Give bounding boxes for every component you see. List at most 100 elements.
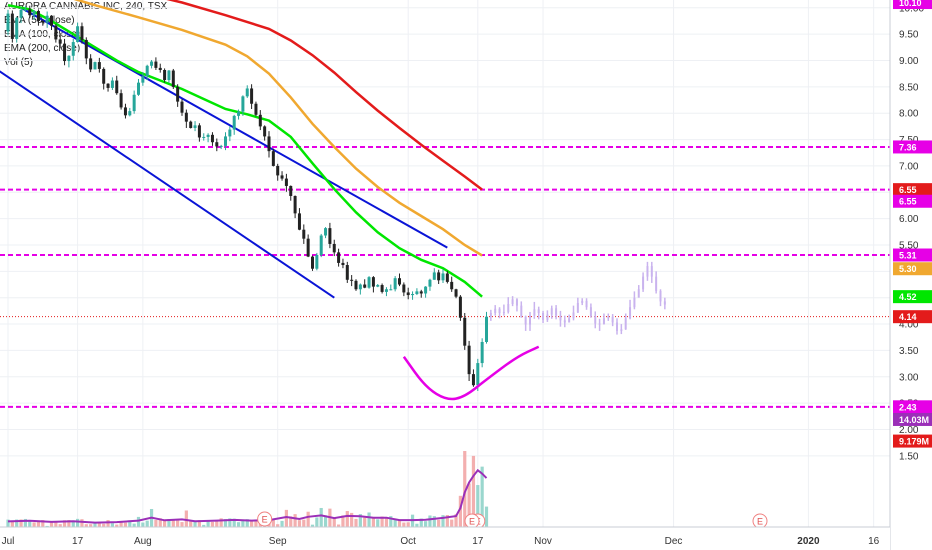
candle	[67, 55, 71, 68]
candle-body	[93, 62, 97, 70]
candle-body	[363, 284, 367, 288]
price-tag-bg	[893, 434, 932, 448]
volume-bar	[271, 519, 275, 527]
volume-bar	[102, 523, 106, 527]
volume-bar	[250, 521, 254, 527]
candle	[450, 276, 454, 292]
candle-body	[280, 175, 284, 179]
candle-body	[206, 134, 210, 137]
time-tick-label: 16	[868, 536, 880, 547]
candle-body	[389, 289, 393, 291]
projection-candle	[663, 297, 666, 310]
volume-bar	[302, 519, 306, 527]
volume-bar	[141, 522, 145, 527]
candle-body	[158, 67, 162, 70]
projection-body	[620, 329, 623, 331]
candle	[280, 171, 284, 181]
volume-bar	[232, 518, 236, 527]
candle	[93, 61, 97, 70]
projection-body	[655, 276, 658, 291]
projection-body	[524, 316, 527, 325]
price-tag-bg	[893, 0, 932, 10]
candle	[354, 279, 358, 291]
candle-body	[284, 178, 288, 186]
candle	[245, 85, 249, 98]
earnings-marker[interactable]: E	[464, 513, 480, 529]
candle-body	[463, 317, 467, 346]
earnings-marker[interactable]: E	[752, 513, 768, 529]
volume-bar	[337, 524, 341, 527]
earnings-marker[interactable]: E	[257, 511, 273, 527]
volume-bar	[458, 495, 462, 527]
candle-body	[50, 15, 53, 26]
candle-body	[319, 235, 323, 256]
candle	[289, 185, 293, 201]
earnings-circle	[257, 511, 273, 527]
projection-body	[607, 316, 610, 319]
volume-bar	[332, 517, 336, 527]
candle	[167, 69, 171, 83]
volume-bar	[484, 506, 489, 527]
volume-bar	[371, 516, 375, 527]
volume-bar	[6, 519, 10, 527]
projection-body	[529, 315, 531, 325]
candle	[45, 11, 49, 28]
candle	[189, 120, 193, 129]
candle	[458, 295, 462, 321]
volume-bar	[93, 522, 97, 527]
candle	[36, 9, 40, 26]
price-tick-label: 6.00	[899, 214, 919, 225]
candle-body	[393, 278, 397, 290]
candle-body	[371, 277, 375, 287]
candle	[363, 279, 367, 289]
candle	[485, 311, 488, 344]
candle-body	[337, 252, 341, 263]
candle	[428, 278, 432, 291]
candle-body	[193, 125, 197, 128]
candle	[337, 248, 341, 267]
legend-symbol: AURORA CANNABIS INC, 240, TSX	[4, 1, 168, 12]
projection-body	[511, 299, 514, 305]
candle	[110, 77, 114, 91]
candle	[32, 9, 36, 20]
candle	[319, 233, 323, 258]
candle	[137, 78, 140, 96]
price-tag-label: 10.10	[899, 0, 922, 8]
candle-body	[398, 278, 401, 285]
volume-bar	[354, 518, 358, 527]
candle-body	[428, 279, 432, 287]
candle-body	[263, 126, 267, 137]
volume-bar	[367, 512, 371, 527]
volume-bar	[363, 517, 367, 527]
candle	[306, 234, 310, 258]
candle-body	[36, 10, 40, 21]
candle-body	[154, 61, 158, 68]
volume-bar	[380, 516, 384, 527]
candle	[10, 10, 14, 43]
candle-body	[71, 42, 75, 56]
candle	[454, 288, 458, 299]
candle-body	[367, 277, 371, 288]
candle-body	[63, 43, 67, 62]
candle-body	[485, 316, 488, 342]
candle	[419, 289, 423, 298]
projection-body	[494, 308, 497, 313]
projection-body	[585, 300, 588, 308]
candle-body	[471, 374, 475, 386]
projection-candle	[585, 298, 588, 310]
candle-body	[245, 88, 249, 97]
volume-bar	[132, 523, 136, 527]
volume-bar	[415, 523, 419, 527]
volume-bar	[219, 518, 223, 527]
projection-candle	[563, 315, 566, 328]
candle	[241, 95, 245, 116]
candle	[237, 109, 241, 120]
time-tick-label: Nov	[534, 536, 552, 547]
candle-body	[419, 291, 423, 294]
candle-body	[380, 285, 384, 292]
volume-bar	[145, 520, 149, 527]
price-tag-bg	[893, 248, 932, 262]
projection-body	[663, 301, 666, 305]
projection-candle	[555, 305, 558, 320]
